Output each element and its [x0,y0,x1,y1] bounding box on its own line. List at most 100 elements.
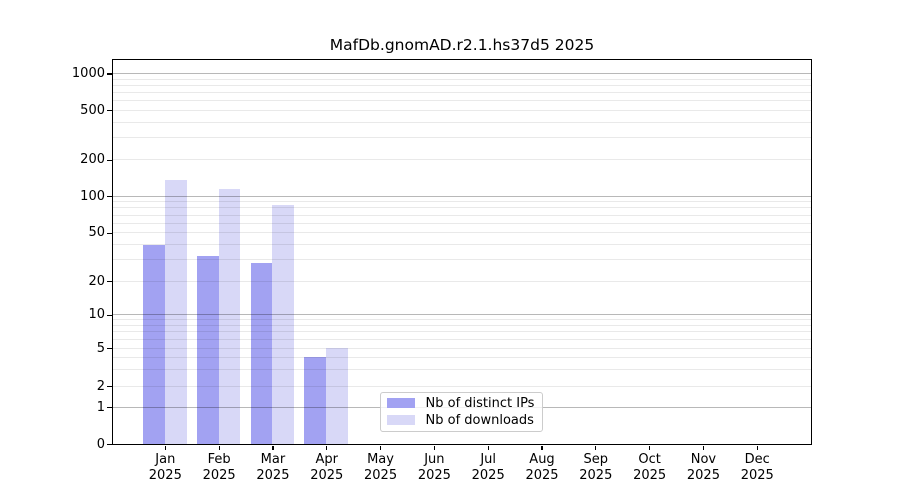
x-tick-month: Jan [155,452,176,467]
x-tick-mark [379,446,382,450]
x-tick-label: Apr 2025 [292,452,362,484]
x-tick-year: 2025 [579,468,613,483]
y-gridline-minor [112,207,811,209]
y-gridline-minor [112,78,811,80]
y-gridline-minor [112,159,811,161]
x-tick-year: 2025 [417,468,451,483]
y-gridline-minor [112,214,811,216]
bar-distinct-ips [196,256,219,444]
x-tick-year: 2025 [364,468,398,483]
x-tick-month: Aug [529,452,555,467]
y-gridline-minor [112,368,811,370]
x-tick-month: Dec [744,452,770,467]
y-tick-mark [107,407,112,409]
y-tick-mark [107,196,112,198]
x-tick-mark [326,446,328,450]
x-tick-year: 2025 [471,468,505,483]
y-gridline-minor [112,121,811,123]
x-tick-mark [702,446,705,450]
x-tick-month: Oct [638,452,661,467]
y-tick-label: 100 [80,188,105,204]
y-tick-mark [107,386,112,388]
x-tick-mark [595,446,597,450]
x-tick-mark [272,446,274,450]
y-tick-mark [107,159,112,161]
y-tick-label: 200 [80,152,105,168]
y-gridline-minor [112,280,811,282]
y-gridline-minor [112,259,811,261]
bar-distinct-ips [304,357,327,444]
bar-downloads [218,188,241,444]
x-tick-label: Oct 2025 [615,452,685,484]
x-tick-year: 2025 [525,468,559,483]
legend-swatch-distinct-ips [386,398,415,408]
y-gridline-minor [112,222,811,224]
x-tick-month: Jun [424,452,445,467]
y-gridline-minor [112,356,811,358]
x-tick-year: 2025 [686,468,720,483]
x-tick-year: 2025 [148,468,182,483]
y-tick-label: 20 [88,273,105,289]
x-tick-label: Nov 2025 [668,452,738,484]
y-gridline-minor [112,84,811,86]
x-tick-label: Dec 2025 [722,452,792,484]
y-tick-mark [107,232,112,234]
x-tick-year: 2025 [202,468,236,483]
y-gridline-minor [112,331,811,333]
x-tick-month: Nov [690,452,717,467]
y-gridline-minor [112,100,811,102]
x-tick-mark [218,446,220,450]
y-tick-mark [107,73,112,75]
y-tick-mark [107,443,112,446]
x-tick-mark [433,446,435,450]
x-tick-mark [487,446,489,450]
x-tick-label: Mar 2025 [238,452,308,484]
y-gridline-minor [112,325,811,327]
x-tick-label: Jan 2025 [130,452,200,484]
y-gridline-minor [112,338,811,340]
y-gridline-minor [112,347,811,349]
bar-distinct-ips [143,244,165,444]
x-tick-label: Aug 2025 [507,452,577,484]
y-gridline-minor [112,244,811,246]
x-tick-label: Jun 2025 [399,452,469,484]
x-tick-mark [649,446,651,450]
x-tick-mark [541,446,543,450]
x-tick-month: Jul [480,452,497,467]
legend-label-downloads: Nb of downloads [425,412,534,428]
y-gridline-minor [112,201,811,203]
bar-downloads [326,348,349,444]
y-tick-mark [107,281,112,283]
y-tick-label: 50 [88,225,105,241]
x-tick-year: 2025 [740,468,774,483]
y-gridline-minor [112,91,811,93]
x-tick-label: Feb 2025 [184,452,254,484]
chart-title: MafDb.gnomAD.r2.1.hs37d5 2025 [329,36,595,54]
y-gridline-minor [112,137,811,139]
legend-item-downloads: Nb of downloads [386,412,542,429]
x-tick-label: May 2025 [346,452,416,484]
x-tick-mark [756,446,758,450]
legend: Nb of distinct IPs Nb of downloads [379,391,543,432]
y-gridline-minor [112,319,811,321]
y-tick-label: 2 [96,378,105,394]
y-tick-label: 10 [88,307,105,323]
x-tick-mark [164,446,166,450]
legend-label-distinct-ips: Nb of distinct IPs [425,395,535,411]
y-gridline-major [112,314,811,316]
y-gridline-major [112,195,811,197]
y-tick-label: 5 [96,340,105,356]
x-tick-label: Sep 2025 [561,452,631,484]
x-tick-month: Apr [315,452,338,467]
y-tick-mark [107,110,112,112]
x-tick-year: 2025 [633,468,667,483]
x-tick-year: 2025 [256,468,290,483]
y-tick-label: 1 [96,399,105,415]
y-gridline-minor [112,385,811,387]
y-gridline-major [112,73,811,74]
y-gridline-minor [112,109,811,111]
bar-downloads [164,179,187,444]
legend-item-distinct-ips: Nb of distinct IPs [386,395,542,412]
bar-downloads [272,204,295,444]
